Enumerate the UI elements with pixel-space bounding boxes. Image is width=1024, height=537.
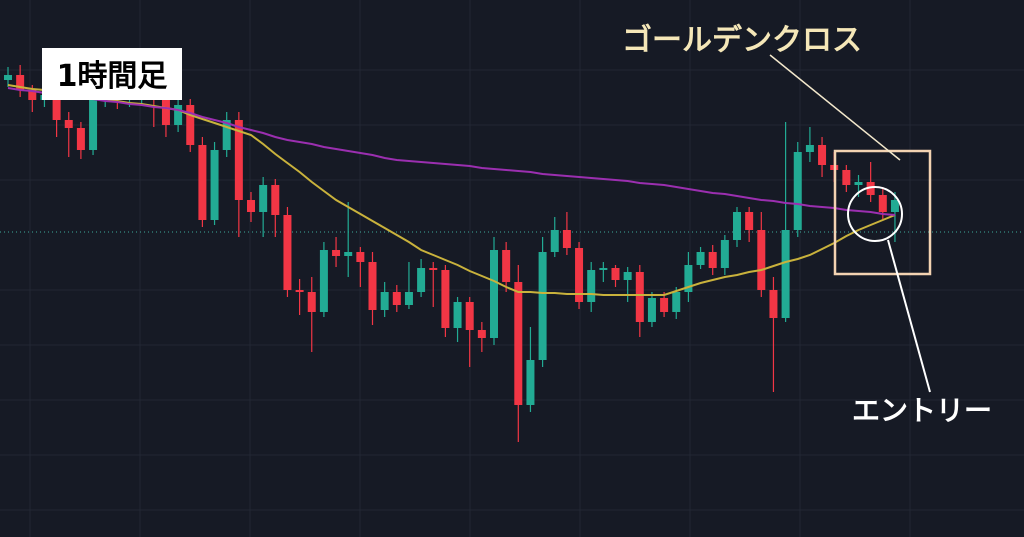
candle-body <box>198 145 207 220</box>
candle-body <box>866 182 875 195</box>
candle-body <box>404 292 413 305</box>
candle-body <box>453 302 462 328</box>
candle-body <box>368 262 377 310</box>
candle-body <box>672 292 681 312</box>
annotation-text: ゴールデンクロス <box>622 23 862 58</box>
candle-body <box>660 298 669 312</box>
candle-body <box>514 282 523 405</box>
candle-body <box>878 195 887 212</box>
moving-average-line <box>7 87 896 216</box>
candle-body <box>562 230 571 248</box>
chart-title: 1時間足 <box>57 59 168 94</box>
candle-body <box>854 182 863 185</box>
candle-body <box>745 212 754 230</box>
candle-body <box>538 252 547 360</box>
candle-body <box>344 252 353 256</box>
candle-body <box>781 230 790 318</box>
candle-body <box>842 170 851 185</box>
candle-body <box>295 290 304 292</box>
candle-body <box>757 230 766 290</box>
candle-body <box>635 272 644 322</box>
candle-body <box>259 185 268 212</box>
candle-body <box>16 75 25 90</box>
annotation-text: エントリー <box>852 394 992 427</box>
candle-body <box>210 150 219 220</box>
candle-body <box>28 90 37 100</box>
candle-body <box>356 252 365 262</box>
pointer-line <box>887 239 931 393</box>
candle-body <box>441 270 450 328</box>
candle-body <box>319 250 328 312</box>
candle-body <box>805 145 814 152</box>
candle-body <box>174 105 183 125</box>
candle-body <box>890 200 899 212</box>
candle-body <box>550 230 559 252</box>
candle-body <box>587 270 596 302</box>
candle-body <box>429 268 438 270</box>
candle-body <box>477 330 486 338</box>
title-box <box>42 48 182 100</box>
candle-body <box>526 360 535 405</box>
candle-body <box>733 212 741 240</box>
candle-body <box>52 95 61 120</box>
candle-body <box>575 248 584 302</box>
highlight-box <box>833 149 932 276</box>
candle-body <box>234 120 243 200</box>
candle-body <box>307 292 316 312</box>
candle-body <box>769 290 778 318</box>
pointer-line <box>769 54 901 161</box>
candle-body <box>696 252 705 265</box>
candle-body <box>647 298 656 322</box>
candle-body <box>392 292 401 305</box>
candle-body <box>490 250 498 338</box>
candle-body <box>599 268 608 270</box>
candle-body <box>502 250 511 282</box>
candle-body <box>186 105 195 145</box>
candle-body <box>465 302 474 330</box>
candle-body <box>417 268 426 292</box>
candle-body <box>818 145 827 165</box>
candle-body <box>161 100 170 125</box>
candle-body <box>684 265 693 292</box>
candle-body <box>76 128 85 150</box>
candle-body <box>89 100 98 150</box>
candle-body <box>720 240 729 268</box>
candle-body <box>332 250 341 256</box>
candle-body <box>623 272 632 280</box>
annotation-layer: ゴールデンクロス エントリー 1時間足 <box>42 23 992 427</box>
candle-body <box>283 215 292 290</box>
entry-circle <box>847 186 903 242</box>
candle-body <box>64 120 73 128</box>
plot <box>0 65 1024 442</box>
candle-body <box>611 268 620 280</box>
candle-body <box>380 292 389 310</box>
candle-body <box>247 200 255 212</box>
candle-body <box>222 120 231 150</box>
candle-body <box>271 185 280 215</box>
candle-body <box>793 152 802 230</box>
candle-body <box>4 75 12 80</box>
candle-body <box>708 252 717 268</box>
